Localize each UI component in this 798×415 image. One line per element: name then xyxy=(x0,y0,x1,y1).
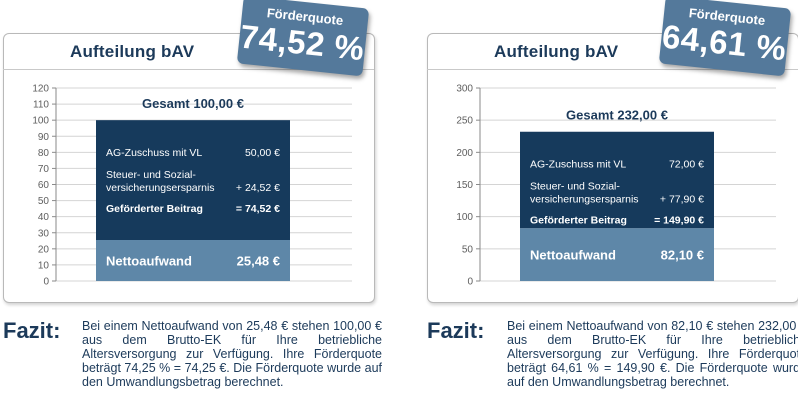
breakdown-value: 50,00 € xyxy=(245,147,280,159)
bar-chart: 0 50 100 150 200 250 300 Gesamt 232,00 € AG-Zusc… xyxy=(456,84,776,288)
bar-nettoaufwand xyxy=(520,228,714,281)
y-tick-label: 100 xyxy=(32,116,49,127)
y-tick-label: 200 xyxy=(456,148,473,159)
title-divider xyxy=(427,69,798,70)
fazit-label: Fazit: xyxy=(3,318,61,343)
y-tick-label: 0 xyxy=(43,277,49,288)
fazit-text: Bei einem Nettoaufwand von 82,10 € stehe… xyxy=(507,319,798,389)
breakdown-label: versicherungsersparnis xyxy=(106,182,215,194)
breakdown-label: AG-Zuschuss mit VL xyxy=(106,147,202,159)
y-tick-label: 30 xyxy=(38,228,50,239)
breakdown-label: versicherungsersparnis xyxy=(530,194,639,206)
y-tick-label: 0 xyxy=(467,277,473,288)
y-tick-label: 50 xyxy=(462,244,474,255)
y-tick-label: 50 xyxy=(38,196,50,207)
series-value-nettoaufwand: 25,48 € xyxy=(237,254,280,269)
chart-title: Aufteilung bAV xyxy=(70,42,195,61)
panel-right: Aufteilung bAV 0 50 100 150 200 250 300 Gesamt … xyxy=(424,0,798,415)
breakdown-value: + 77,90 € xyxy=(660,194,704,206)
y-tick-label: 10 xyxy=(38,260,50,271)
breakdown-label: AG-Zuschuss mit VL xyxy=(530,159,626,171)
y-tick-label: 60 xyxy=(38,180,50,191)
total-label: Gesamt 232,00 € xyxy=(566,108,668,123)
y-tick-label: 110 xyxy=(33,100,49,111)
y-tick-label: 80 xyxy=(38,148,50,159)
foerderquote-badge: Förderquote 74,52 % xyxy=(236,0,370,77)
fazit-label: Fazit: xyxy=(427,318,485,343)
y-tick-label: 250 xyxy=(456,116,473,127)
y-tick-label: 90 xyxy=(38,132,50,143)
breakdown-value: 72,00 € xyxy=(669,159,704,171)
total-label: Gesamt 100,00 € xyxy=(142,96,244,111)
panel-left: Aufteilung bAV 0 10 20 30 40 50 60 70 80 90 100 110… xyxy=(0,0,390,415)
chart-title: Aufteilung bAV xyxy=(494,42,619,61)
title-divider xyxy=(3,69,374,70)
bar-gefoerderter-beitrag xyxy=(520,131,714,229)
y-tick-label: 300 xyxy=(456,84,473,95)
bar-gefoerderter-beitrag xyxy=(96,120,290,241)
series-label-nettoaufwand: Nettoaufwand xyxy=(106,254,192,269)
y-tick-label: 120 xyxy=(32,84,49,95)
foerderquote-badge: Förderquote 64,61 % xyxy=(658,0,792,77)
y-tick-label: 70 xyxy=(38,164,50,175)
y-tick-label: 100 xyxy=(456,212,473,223)
breakdown-label: Steuer- und Sozial- xyxy=(106,169,196,181)
bar-chart: 0 10 20 30 40 50 60 70 80 90 100 110 120 Gesamt 100,0… xyxy=(32,84,352,288)
breakdown-value: = 149,90 € xyxy=(654,215,704,227)
series-value-nettoaufwand: 82,10 € xyxy=(661,248,704,263)
series-label-nettoaufwand: Nettoaufwand xyxy=(530,248,616,263)
fazit-text: Bei einem Nettoaufwand von 25,48 € stehe… xyxy=(82,319,382,389)
bar-nettoaufwand xyxy=(96,240,290,281)
y-tick-label: 150 xyxy=(456,180,473,191)
breakdown-label: Geförderter Beitrag xyxy=(106,203,203,215)
y-tick-label: 40 xyxy=(38,212,50,223)
breakdown-value: + 24,52 € xyxy=(236,182,280,194)
breakdown-value: = 74,52 € xyxy=(236,203,280,215)
breakdown-label: Steuer- und Sozial- xyxy=(530,181,620,193)
y-tick-label: 20 xyxy=(38,244,50,255)
breakdown-label: Geförderter Beitrag xyxy=(530,215,627,227)
